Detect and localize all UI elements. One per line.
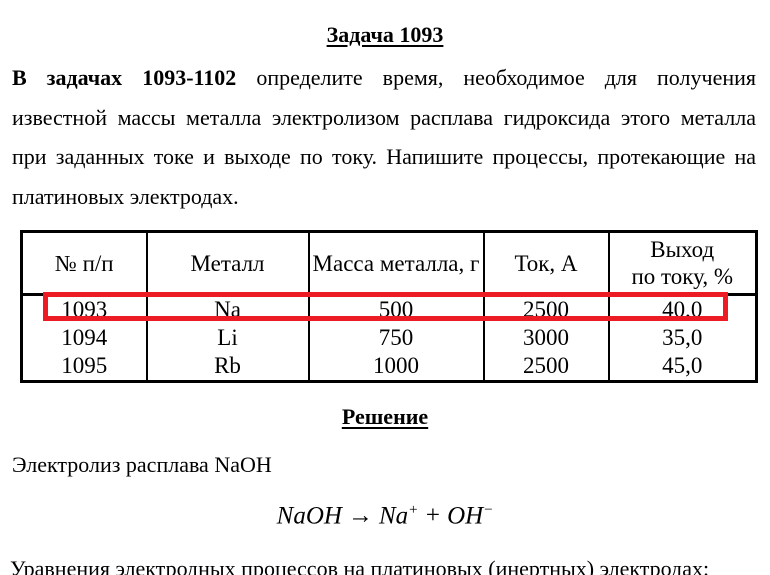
table-cell: 40,0 (607, 294, 758, 324)
table-row: 1095 Rb 1000 2500 45,0 (20, 352, 758, 382)
table-cell: 35,0 (607, 324, 758, 352)
table-header-cell: Ток, А (482, 230, 610, 296)
formula-cation: Na (378, 502, 409, 530)
formula-reactant: NaOH (276, 502, 342, 530)
table-cell: 1000 (307, 352, 485, 382)
arrow-symbol: → (347, 502, 373, 530)
formula-anion-charge: − (483, 502, 494, 518)
table-cell: 750 (307, 324, 485, 352)
page-title: Задача 1093 (326, 22, 444, 47)
table-row: 1093 Na 500 2500 40,0 (20, 294, 758, 324)
table-header-cell: Масса металла, г (307, 230, 485, 296)
formula-anion: OH (447, 502, 484, 530)
problem-table-container: № п/п Металл Масса металла, г Ток, А Вых… (20, 230, 758, 383)
table-cell: 3000 (482, 324, 610, 352)
table-cell: 500 (307, 294, 485, 324)
intro-line-1: В задачах 1093-1102 определите время, не… (12, 58, 756, 98)
table-cell: 2500 (482, 352, 610, 382)
plus-symbol: + (424, 502, 442, 530)
table-row: 1094 Li 750 3000 35,0 (20, 324, 758, 352)
intro-paragraph: В задачах 1093-1102 определите время, не… (12, 58, 756, 216)
intro-line-2: известной массы металла электролизом рас… (12, 104, 756, 130)
solution-intro-line: Электролиз расплава NaOH (12, 452, 272, 477)
table-cell: Rb (145, 352, 310, 382)
table-cell: 1094 (20, 324, 148, 352)
table-cell: 1093 (20, 294, 148, 324)
intro-line-4: платиновых электродах. (12, 183, 239, 209)
table-header-cell: № п/п (20, 230, 148, 296)
table-header-row: № п/п Металл Масса металла, г Ток, А Вых… (20, 230, 758, 296)
intro-line-3: при заданных токе и выходе по току. Напи… (12, 144, 756, 169)
table-cell: 2500 (482, 294, 610, 324)
solution-heading: Решение (341, 404, 429, 429)
intro-line-1-rest: определите время, необходимое для получе… (256, 65, 756, 90)
table-cell: 1095 (20, 352, 148, 382)
formula-cation-charge: + (408, 502, 419, 518)
chemical-equation: NaOH → Na+ + OH− (0, 502, 770, 530)
table-cell: Na (145, 294, 310, 324)
closing-line: Уравнения электродных процессов на плати… (10, 556, 710, 575)
table-header-cell: Металл (145, 230, 310, 296)
table-cell: 45,0 (607, 352, 758, 382)
intro-line-1-bold: В задачах 1093-1102 (12, 65, 237, 90)
table-header-cell: Выход по току, % (607, 230, 758, 296)
problem-table: № п/п Металл Масса металла, г Ток, А Вых… (20, 230, 758, 383)
table-cell: Li (145, 324, 310, 352)
